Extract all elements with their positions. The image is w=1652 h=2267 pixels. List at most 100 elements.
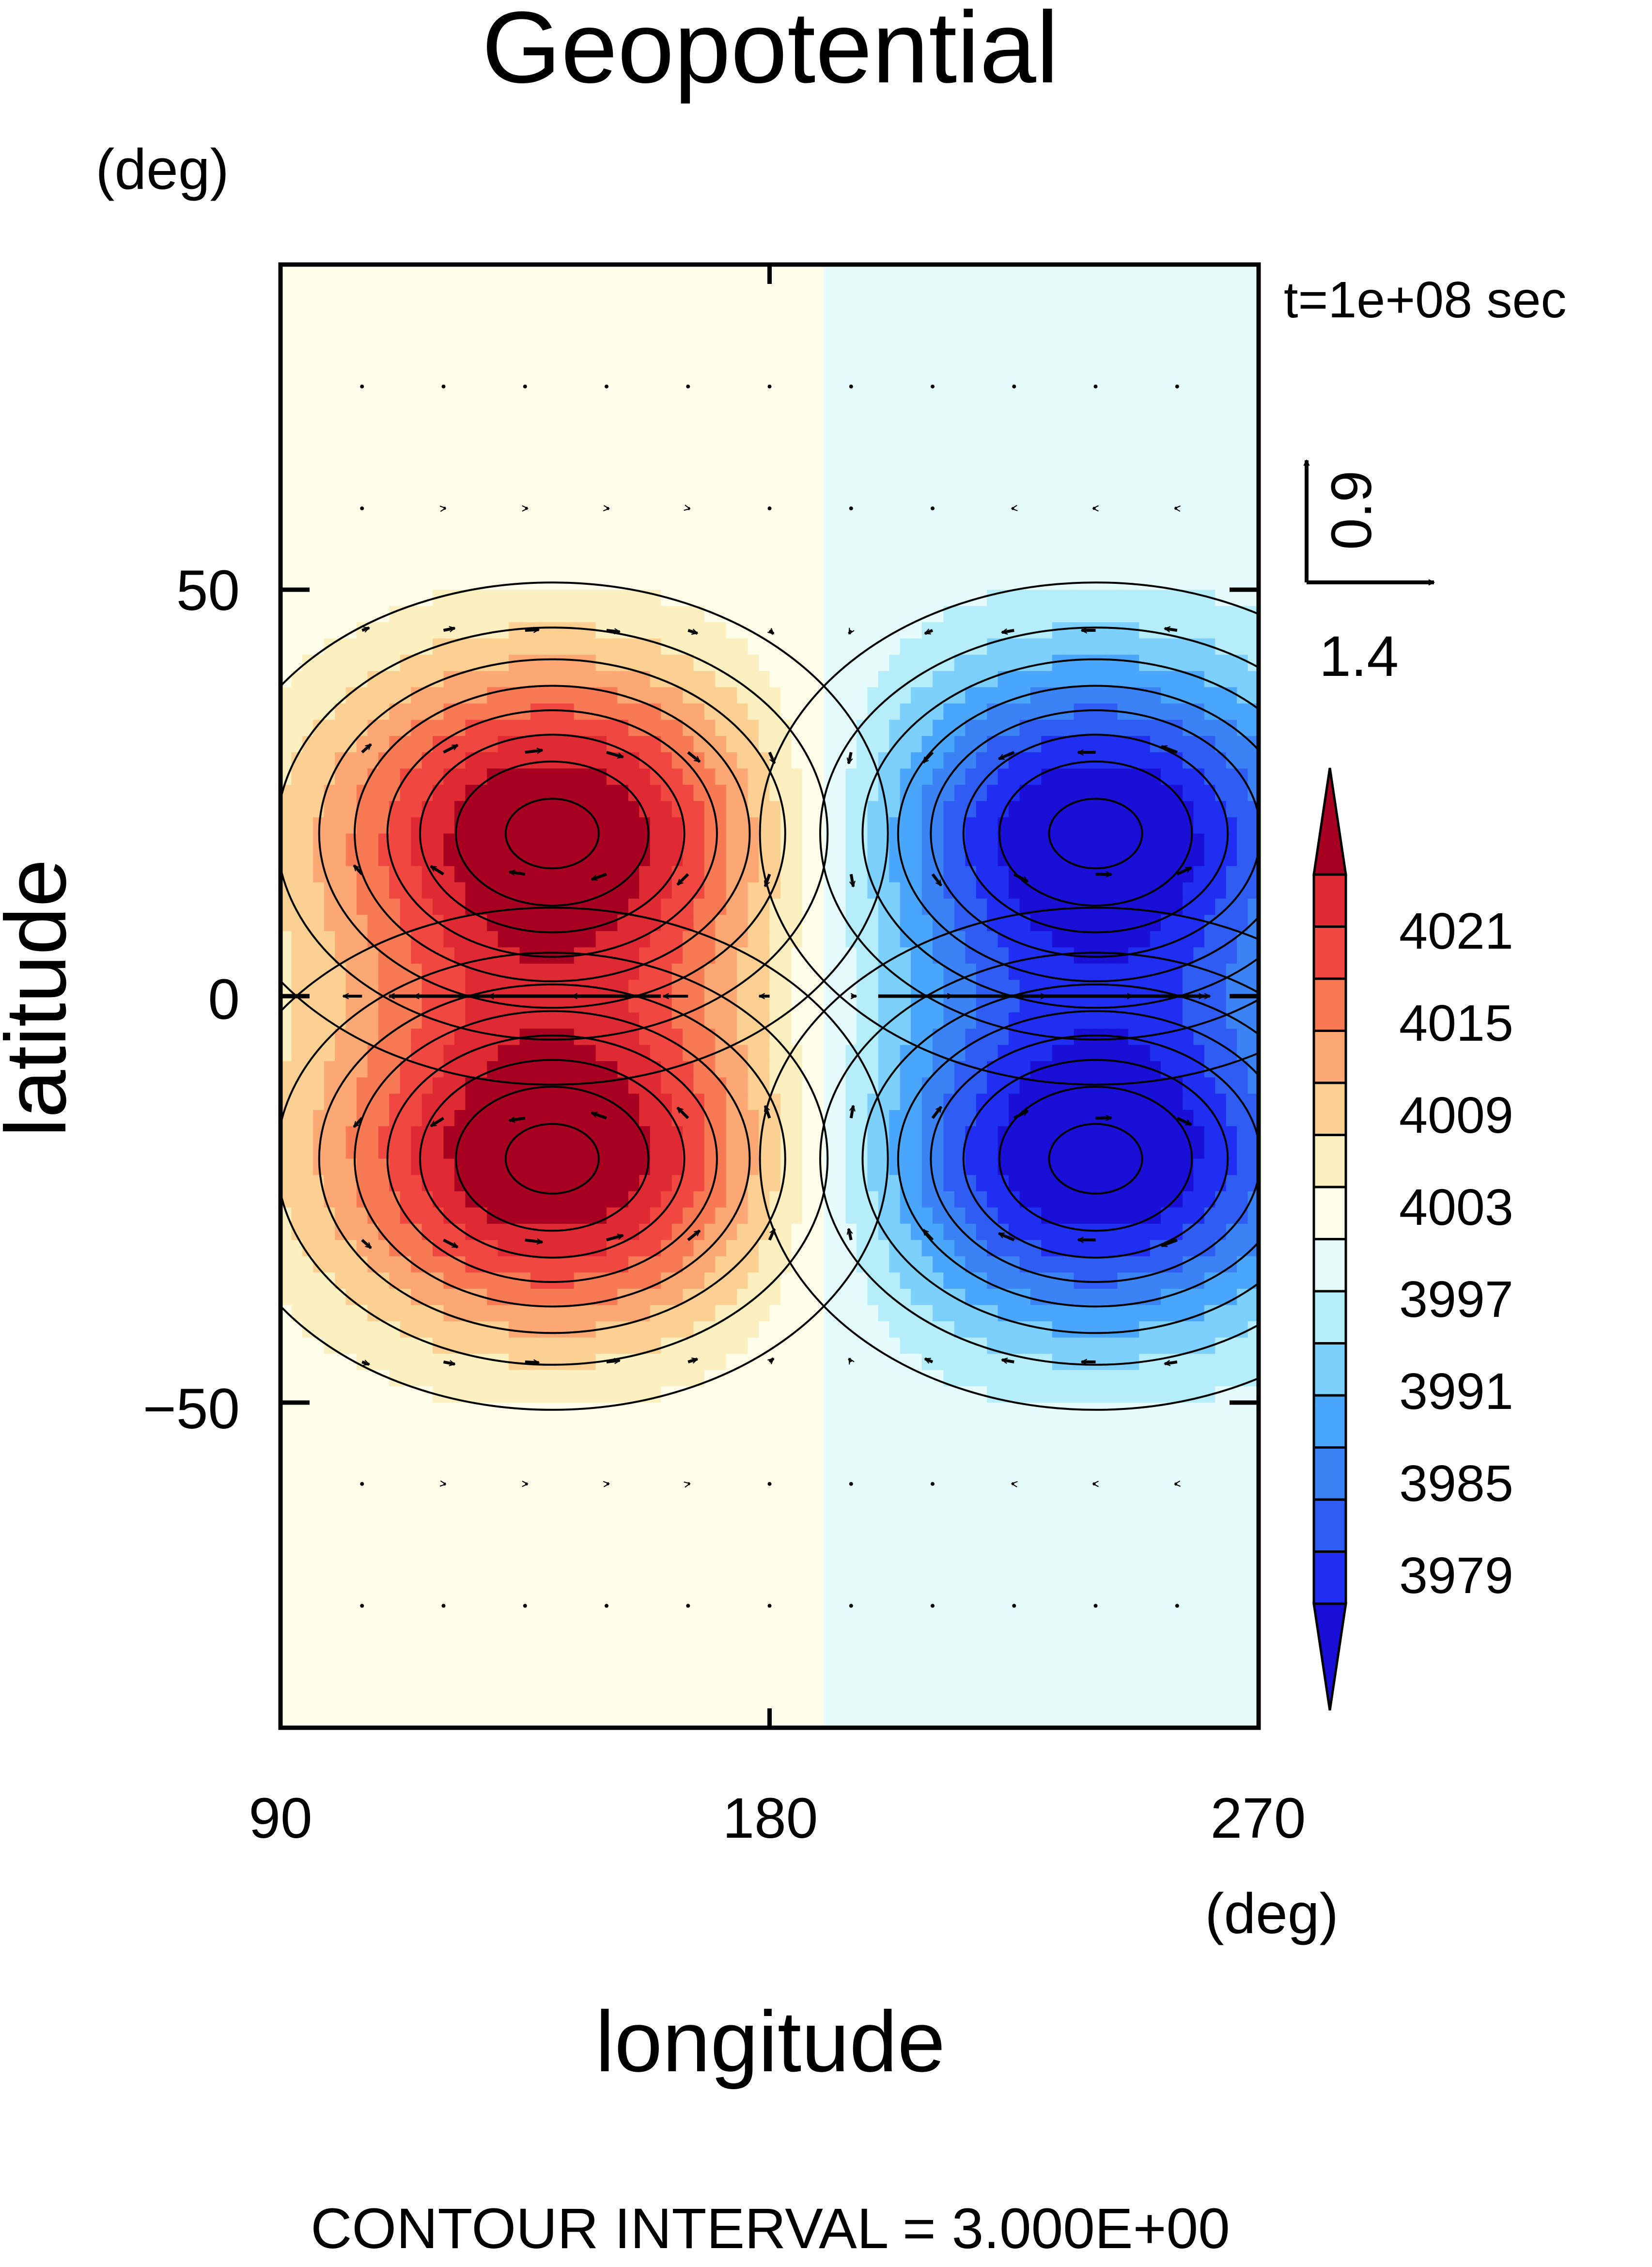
field-cell: [889, 476, 901, 493]
field-cell: [1019, 329, 1031, 346]
field-cell: [421, 622, 433, 639]
field-cell: [671, 590, 683, 607]
field-cell: [976, 1126, 987, 1143]
field-cell: [465, 1045, 477, 1062]
field-cell: [1183, 687, 1194, 704]
field-cell: [595, 590, 607, 607]
field-cell: [313, 752, 325, 769]
field-cell: [693, 394, 705, 411]
field-cell: [443, 573, 455, 590]
field-cell: [476, 866, 487, 883]
field-cell: [835, 329, 846, 346]
field-cell: [693, 817, 705, 834]
field-cell: [1095, 590, 1107, 607]
field-cell: [1139, 671, 1151, 688]
field-cell: [1095, 541, 1107, 558]
field-cell: [693, 573, 705, 590]
field-cell: [302, 265, 314, 281]
field-cell: [878, 378, 889, 395]
field-cell: [911, 655, 922, 672]
field-cell: [824, 817, 835, 834]
field-cell: [1139, 313, 1151, 330]
field-cell: [607, 817, 618, 834]
field-cell: [867, 671, 879, 688]
field-cell: [628, 768, 640, 785]
field-cell: [1030, 476, 1042, 493]
field-cell: [748, 378, 759, 395]
field-cell: [997, 915, 1009, 932]
field-cell: [574, 524, 585, 542]
field-cell: [726, 1142, 737, 1159]
field-cell: [421, 297, 433, 314]
field-cell: [519, 817, 531, 834]
field-cell: [900, 1045, 911, 1062]
field-cell: [357, 1158, 368, 1175]
field-cell: [1117, 345, 1129, 363]
field-cell: [1215, 281, 1227, 297]
field-cell: [954, 557, 966, 574]
field-cell: [987, 996, 998, 1013]
field-cell: [791, 655, 803, 672]
field-cell: [661, 801, 672, 818]
field-cell: [1226, 411, 1237, 428]
field-cell: [911, 1110, 922, 1127]
field-cell: [900, 427, 911, 444]
field-cell: [1237, 492, 1248, 509]
field-cell: [921, 801, 933, 818]
field-cell: [1106, 362, 1118, 379]
field-cell: [607, 378, 618, 395]
field-cell: [595, 329, 607, 346]
field-cell: [595, 394, 607, 411]
field-cell: [291, 1045, 303, 1062]
field-cell: [1063, 671, 1075, 688]
field-cell: [693, 1077, 705, 1094]
field-cell: [487, 508, 499, 525]
field-cell: [291, 345, 303, 363]
field-cell: [367, 1158, 379, 1175]
field-cell: [1095, 704, 1107, 720]
field-cell: [1063, 752, 1075, 769]
field-cell: [1237, 362, 1248, 379]
field-cell: [389, 297, 401, 314]
field-cell: [1019, 1077, 1031, 1094]
field-cell: [335, 492, 346, 509]
field-cell: [759, 459, 770, 477]
field-cell: [824, 508, 835, 525]
field-cell: [281, 719, 292, 736]
field-cell: [324, 898, 335, 916]
field-cell: [715, 411, 727, 428]
field-cell: [302, 281, 314, 297]
field-cell: [585, 1094, 596, 1110]
field-cell: [1226, 898, 1237, 916]
field-cell: [454, 1110, 466, 1127]
field-cell: [357, 345, 368, 363]
field-cell: [943, 281, 955, 297]
field-cell: [313, 265, 325, 281]
field-cell: [997, 362, 1009, 379]
field-cell: [1226, 313, 1237, 330]
field-cell: [813, 655, 825, 672]
field-cell: [769, 524, 781, 542]
field-cell: [683, 655, 694, 672]
field-cell: [1106, 427, 1118, 444]
field-cell: [563, 898, 575, 916]
field-cell: [519, 1045, 531, 1062]
field-cell: [780, 427, 792, 444]
field-cell: [661, 508, 672, 525]
field-cell: [335, 931, 346, 948]
field-cell: [1085, 265, 1096, 281]
field-cell: [878, 281, 889, 297]
field-cell: [715, 898, 727, 916]
field-cell: [443, 996, 455, 1013]
field-cell: [487, 833, 499, 850]
field-cell: [976, 459, 987, 477]
field-cell: [943, 297, 955, 314]
field-cell: [889, 784, 901, 802]
field-cell: [367, 687, 379, 704]
field-cell: [824, 719, 835, 736]
field-cell: [628, 996, 640, 1013]
field-cell: [421, 476, 433, 493]
field-cell: [433, 265, 444, 281]
field-cell: [824, 704, 835, 720]
field-cell: [595, 362, 607, 379]
